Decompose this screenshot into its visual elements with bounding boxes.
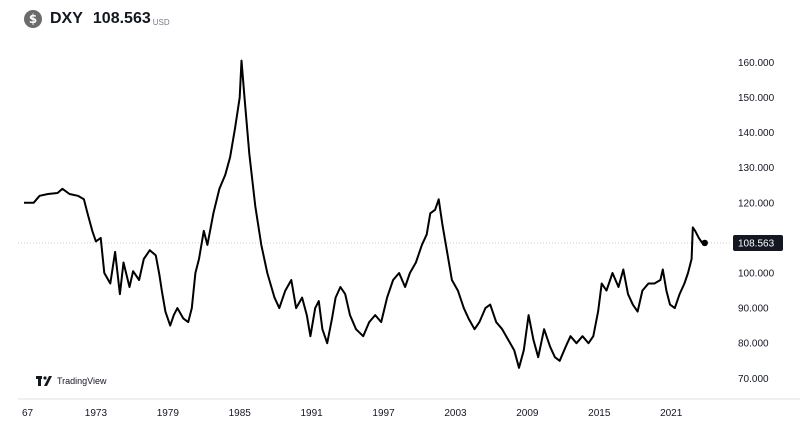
last-price-badge	[733, 234, 783, 251]
y-tick-label: 140.000	[738, 128, 775, 139]
last-price-badge-label: 108.563	[738, 238, 775, 249]
x-tick-label: 1985	[229, 408, 252, 419]
y-tick-label: 80.000	[738, 339, 769, 350]
y-tick-label: 120.000	[738, 198, 775, 209]
y-tick-label: 90.000	[738, 304, 769, 315]
series-line	[24, 59, 705, 369]
tradingview-brand[interactable]: TradingView	[36, 376, 107, 386]
tradingview-logo-icon	[36, 376, 52, 386]
symbol-name[interactable]: DXY	[50, 10, 83, 27]
symbol-header: $ DXY 108.563 USD	[24, 8, 170, 30]
x-tick-label: 1997	[372, 408, 395, 419]
dollar-coin-icon: $	[24, 10, 42, 28]
y-tick-label: 160.000	[738, 58, 775, 69]
x-axis-ticks: 67 1973 1979 1985 1991 1997 2003 2009 2015 2021	[22, 408, 683, 419]
x-tick-label: 67	[22, 408, 34, 419]
currency-label: USD	[152, 17, 170, 27]
x-tick-label: 1973	[85, 408, 108, 419]
x-tick-label: 2009	[516, 408, 539, 419]
y-tick-label: 150.000	[738, 93, 775, 104]
x-tick-label: 1979	[157, 408, 180, 419]
x-tick-label: 2021	[660, 408, 683, 419]
y-tick-label: 70.000	[738, 374, 769, 385]
x-tick-label: 1991	[301, 408, 324, 419]
x-tick-label: 2003	[444, 408, 467, 419]
y-tick-label: 100.000	[738, 269, 775, 280]
x-tick-label: 2015	[588, 408, 611, 419]
last-price-dot	[701, 239, 708, 247]
y-axis-ticks: 160.000 150.000 140.000 130.000 120.000 100.0…	[738, 58, 775, 385]
current-price: 108.563	[92, 10, 151, 27]
tradingview-label: TradingView	[57, 376, 107, 386]
y-tick-label: 130.000	[738, 163, 775, 174]
